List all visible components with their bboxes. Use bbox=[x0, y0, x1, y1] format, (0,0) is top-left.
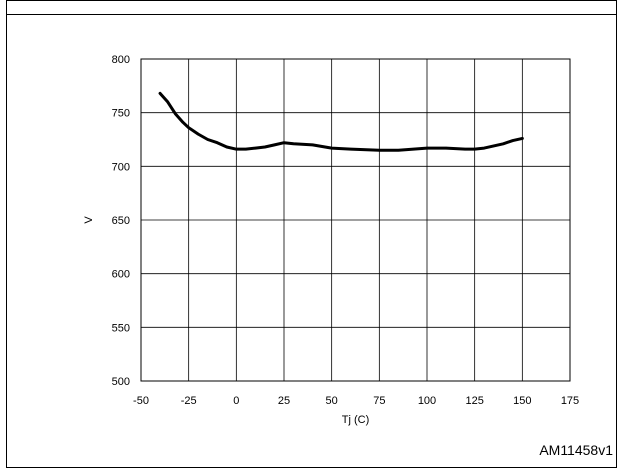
data-point bbox=[483, 146, 486, 150]
y-axis-title: V bbox=[83, 216, 95, 224]
plot-area-border bbox=[140, 58, 571, 382]
data-point bbox=[273, 143, 276, 147]
tick-labels: -50 -25 0 25 50 75 100 125 150 175 500 550 600 650 700… bbox=[112, 54, 580, 407]
data-point bbox=[263, 145, 267, 149]
figure-top-rule bbox=[6, 14, 617, 15]
data-point bbox=[282, 141, 286, 144]
data-point bbox=[197, 132, 200, 136]
x-tick-label: -50 bbox=[133, 395, 149, 407]
data-point bbox=[473, 147, 476, 151]
x-axis-title: Tj (C) bbox=[342, 414, 370, 426]
data-point bbox=[330, 146, 333, 150]
y-tick-label: 750 bbox=[112, 108, 130, 120]
grid-layer bbox=[141, 59, 570, 381]
data-point bbox=[378, 149, 381, 152]
figure-code-label: AM11458v1 bbox=[539, 442, 613, 458]
x-tick-label: 125 bbox=[465, 395, 483, 407]
data-point bbox=[187, 126, 190, 129]
y-tick-label: 500 bbox=[112, 376, 130, 388]
data-point bbox=[181, 121, 185, 124]
x-tick-label: 100 bbox=[418, 395, 436, 407]
y-tick-label: 600 bbox=[112, 269, 130, 281]
data-point bbox=[349, 147, 352, 151]
x-tick-label: -25 bbox=[181, 395, 197, 407]
data-point bbox=[425, 146, 429, 150]
series-layer bbox=[158, 91, 524, 152]
data-point bbox=[225, 145, 228, 149]
data-point bbox=[158, 92, 162, 95]
data-point bbox=[174, 112, 177, 115]
x-tick-label: 75 bbox=[373, 395, 385, 407]
data-point bbox=[397, 149, 400, 152]
y-tick-label: 700 bbox=[112, 161, 130, 173]
data-point bbox=[311, 143, 314, 147]
data-point bbox=[166, 100, 169, 104]
data-point bbox=[244, 147, 248, 151]
data-point bbox=[216, 141, 219, 144]
y-tick-label: 650 bbox=[112, 215, 130, 227]
x-tick-label: 25 bbox=[278, 395, 290, 407]
data-point bbox=[444, 146, 448, 150]
figure-frame bbox=[6, 0, 617, 468]
data-point bbox=[502, 142, 505, 145]
x-tick-label: 150 bbox=[513, 395, 531, 407]
x-tick-label: 50 bbox=[326, 395, 338, 407]
data-point bbox=[292, 142, 295, 145]
series-line bbox=[158, 91, 524, 152]
data-point bbox=[521, 137, 524, 140]
data-point bbox=[511, 139, 514, 142]
y-tick-label: 800 bbox=[112, 54, 130, 66]
data-point bbox=[254, 146, 257, 150]
x-tick-label: 175 bbox=[561, 395, 579, 407]
y-tick-label: 550 bbox=[112, 322, 130, 334]
data-point bbox=[492, 144, 495, 148]
data-point bbox=[463, 147, 467, 151]
x-tick-label: 0 bbox=[233, 395, 239, 407]
data-point bbox=[206, 138, 209, 141]
data-point bbox=[235, 147, 238, 151]
